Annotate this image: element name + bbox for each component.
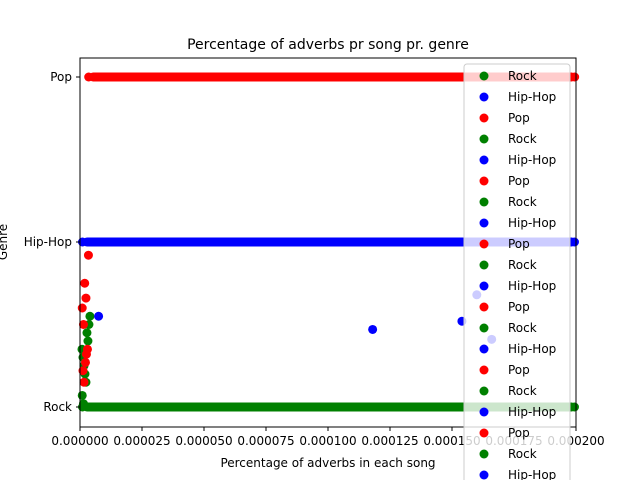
legend-frame <box>463 63 571 480</box>
x-tick-label: 0.000000 <box>51 434 108 448</box>
legend-label: Rock <box>508 195 537 209</box>
point-rock <box>77 390 87 400</box>
point-pop <box>77 303 87 313</box>
legend-label: Rock <box>508 447 537 461</box>
legend-marker <box>479 407 489 417</box>
legend-marker <box>479 260 489 270</box>
legend-marker <box>479 344 489 354</box>
legend-marker <box>479 449 489 459</box>
legend-label: Rock <box>508 69 537 83</box>
legend-label: Pop <box>508 111 530 125</box>
legend-label: Rock <box>508 384 537 398</box>
y-axis-label: Genre <box>0 224 10 260</box>
point-hip-hop <box>569 237 579 247</box>
point-rock <box>83 336 93 346</box>
legend-label: Hip-Hop <box>508 216 556 230</box>
legend-label: Hip-Hop <box>508 405 556 419</box>
legend-label: Hip-Hop <box>508 468 556 480</box>
legend-marker <box>479 239 489 249</box>
point-rock <box>82 328 92 338</box>
x-tick-label: 0.000125 <box>361 434 418 448</box>
legend-label: Rock <box>508 132 537 146</box>
legend-marker <box>479 155 489 165</box>
point-hip-hop <box>94 311 104 321</box>
y-tick-label: Pop <box>50 70 72 84</box>
legend-label: Hip-Hop <box>508 279 556 293</box>
y-tick-label: Hip-Hop <box>24 235 72 249</box>
point-pop <box>80 357 90 367</box>
legend-label: Pop <box>508 363 530 377</box>
point-hip-hop <box>368 324 378 334</box>
x-tick-label: 0.000050 <box>175 434 232 448</box>
legend-marker <box>479 365 489 375</box>
legend-marker <box>479 281 489 291</box>
legend-label: Pop <box>508 300 530 314</box>
legend-label: Pop <box>508 426 530 440</box>
legend-marker <box>479 71 489 81</box>
point-pop <box>78 320 88 329</box>
x-tick-label: 0.000075 <box>237 434 294 448</box>
legend-label: Hip-Hop <box>508 90 556 104</box>
legend-label: Pop <box>508 174 530 188</box>
point-pop <box>80 278 90 288</box>
legend-marker <box>479 113 489 123</box>
legend-marker <box>479 386 489 396</box>
legend-marker <box>479 323 489 333</box>
point-pop <box>82 344 92 354</box>
legend-label: Rock <box>508 321 537 335</box>
point-pop <box>81 293 91 303</box>
legend-marker <box>479 218 489 228</box>
legend: Rock Hip-Hop Pop Rock Hip-Hop Pop Rock Hip-Hop P… <box>463 63 571 480</box>
legend-marker <box>479 197 489 207</box>
legend-label: Pop <box>508 237 530 251</box>
point-pop <box>79 377 89 387</box>
legend-marker <box>479 92 489 102</box>
legend-marker <box>479 428 489 438</box>
legend-marker <box>479 302 489 312</box>
point-pop <box>570 72 580 82</box>
point-rock <box>78 399 88 409</box>
x-axis-label: Percentage of adverbs in each song <box>220 456 435 470</box>
point-pop <box>78 366 88 376</box>
legend-marker <box>479 134 489 144</box>
chart-title: Percentage of adverbs pr song pr. genre <box>187 37 469 53</box>
legend-label: Rock <box>508 258 537 272</box>
legend-marker <box>479 176 489 186</box>
x-tick-label: 0.000100 <box>299 434 356 448</box>
y-tick-label: Rock <box>43 400 72 414</box>
legend-marker <box>479 470 489 480</box>
x-tick-label: 0.000025 <box>113 434 170 448</box>
point-rock <box>569 402 579 412</box>
legend-label: Hip-Hop <box>508 342 556 356</box>
point-rock <box>85 311 95 321</box>
legend-label: Hip-Hop <box>508 153 556 167</box>
point-pop <box>83 250 93 260</box>
